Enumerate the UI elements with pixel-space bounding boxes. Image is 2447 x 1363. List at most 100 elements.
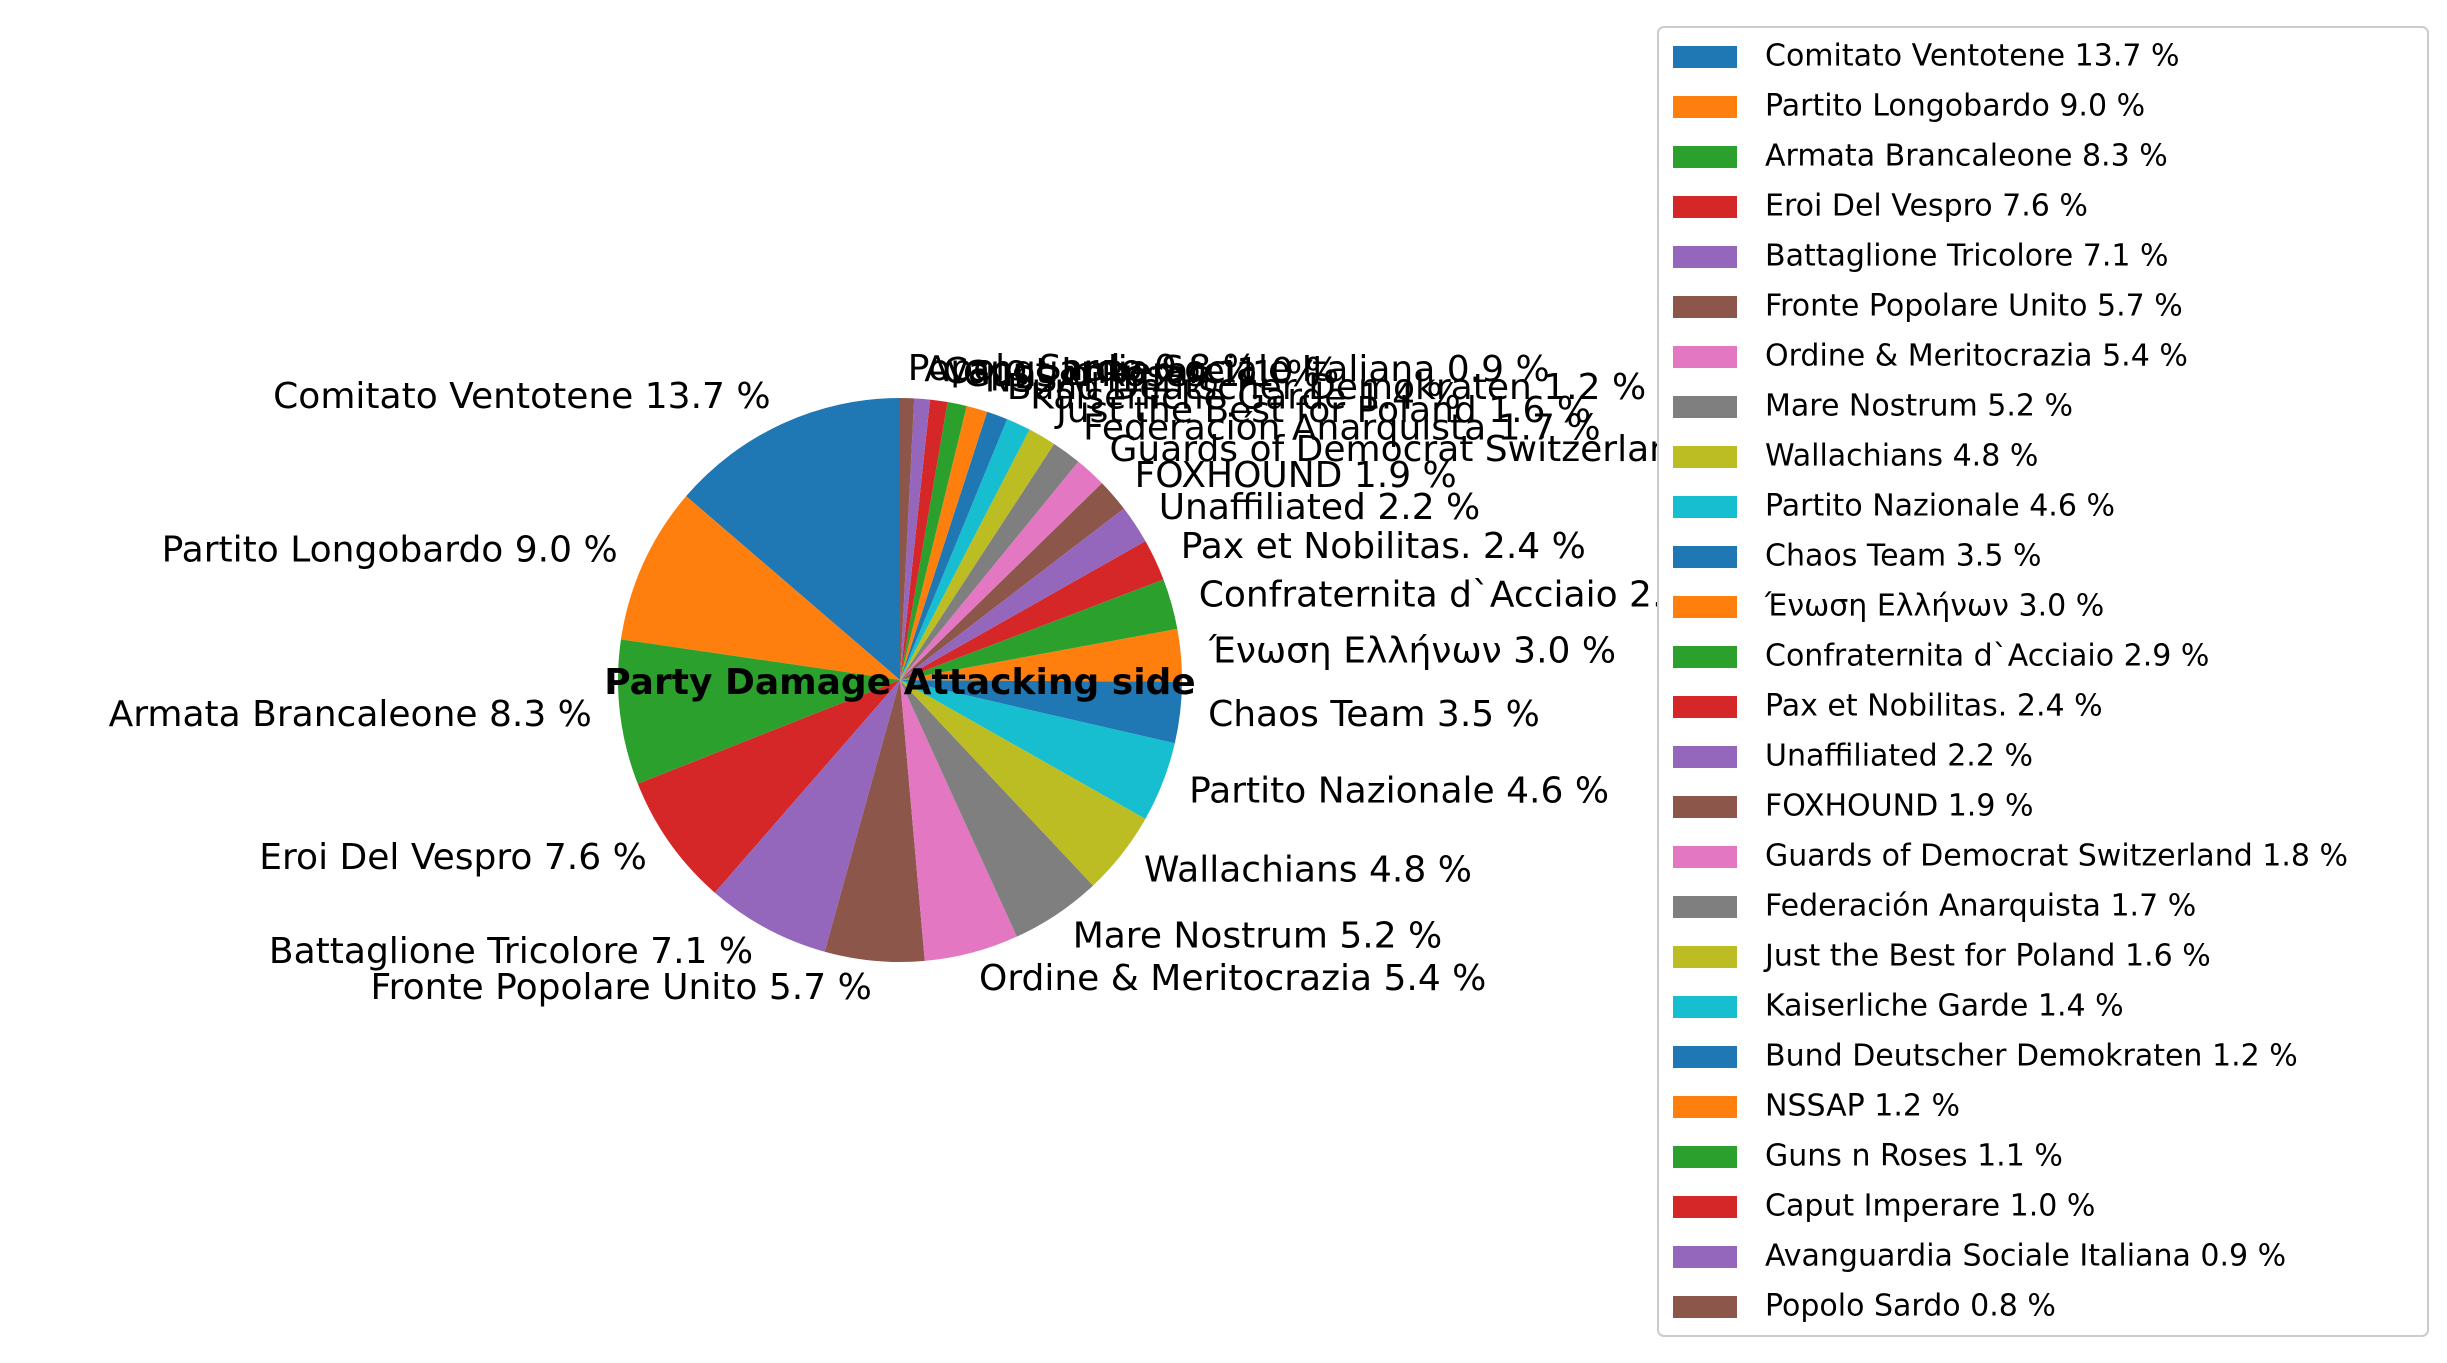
pie-slice-8 bbox=[900, 680, 1146, 886]
slice-label-8: Wallachians 4.8 % bbox=[1144, 850, 1472, 891]
chart-title: Party Damage Attacking side bbox=[604, 662, 1195, 703]
legend-swatch-6 bbox=[1673, 346, 1737, 368]
slice-label-19: Kaiserliche Garde 1.4 % bbox=[1030, 377, 1460, 418]
pie-slice-21 bbox=[900, 406, 988, 680]
legend-swatch-11 bbox=[1673, 596, 1737, 618]
pie-slice-7 bbox=[900, 680, 1094, 937]
pie-slice-11 bbox=[900, 628, 1182, 682]
legend-swatch-22 bbox=[1673, 1146, 1737, 1168]
slice-label-6: Ordine & Meritocrazia 5.4 % bbox=[979, 958, 1486, 999]
pie-slice-12 bbox=[900, 579, 1178, 680]
pie-slice-5 bbox=[824, 680, 925, 963]
pie-slice-25 bbox=[900, 398, 915, 680]
legend-label-3: Eroi Del Vespro 7.6 % bbox=[1765, 189, 2088, 224]
slice-label-24: Avanguardia Sociale Italiana 0.9 % bbox=[924, 349, 1549, 390]
legend-swatch-13 bbox=[1673, 696, 1737, 718]
pie-slice-19 bbox=[900, 419, 1030, 680]
slice-label-21: NSSAP 1.2 % bbox=[985, 360, 1219, 401]
pie-slice-24 bbox=[900, 398, 931, 680]
pie-slice-0 bbox=[686, 398, 900, 680]
slice-label-10: Chaos Team 3.5 % bbox=[1208, 694, 1540, 735]
slice-labels: Comitato Ventotene 13.7 % Partito Longoba… bbox=[109, 348, 1810, 1008]
legend-swatch-18 bbox=[1673, 946, 1737, 968]
slice-label-5: Fronte Popolare Unito 5.7 % bbox=[371, 967, 872, 1008]
legend-label-22: Guns n Roses 1.1 % bbox=[1765, 1139, 2063, 1174]
pie-slice-13 bbox=[900, 541, 1164, 680]
pie-slice-4 bbox=[714, 680, 900, 952]
legend-label-0: Comitato Ventotene 13.7 % bbox=[1765, 39, 2180, 74]
slice-label-4: Battaglione Tricolore 7.1 % bbox=[269, 931, 753, 972]
legend-swatch-21 bbox=[1673, 1096, 1737, 1118]
legend-label-14: Unaffiliated 2.2 % bbox=[1765, 739, 2033, 774]
pie-slice-2 bbox=[617, 639, 900, 784]
legend-swatch-0 bbox=[1673, 46, 1737, 68]
legend-label-10: Chaos Team 3.5 % bbox=[1765, 539, 2041, 574]
pie-slice-3 bbox=[637, 680, 900, 893]
slice-label-23: Caput Imperare 1.0 % bbox=[943, 351, 1339, 392]
legend-label-18: Just the Best for Poland 1.6 % bbox=[1763, 939, 2211, 974]
legend-swatch-10 bbox=[1673, 546, 1737, 568]
legend-label-2: Armata Brancaleone 8.3 % bbox=[1765, 139, 2168, 174]
pie-slice-22 bbox=[900, 402, 967, 680]
legend-label-17: Federación Anarquista 1.7 % bbox=[1765, 889, 2196, 924]
legend-label-23: Caput Imperare 1.0 % bbox=[1765, 1189, 2095, 1224]
legend-label-9: Partito Nazionale 4.6 % bbox=[1765, 489, 2115, 524]
legend-label-16: Guards of Democrat Switzerland 1.8 % bbox=[1765, 839, 2348, 874]
pie-slice-6 bbox=[900, 680, 1017, 961]
legend-label-25: Popolo Sardo 0.8 % bbox=[1765, 1289, 2056, 1324]
slice-label-3: Eroi Del Vespro 7.6 % bbox=[259, 837, 647, 878]
slice-label-20: Bund Deutscher Demokraten 1.2 % bbox=[1007, 367, 1646, 408]
legend-swatch-23 bbox=[1673, 1196, 1737, 1218]
legend-swatch-19 bbox=[1673, 996, 1737, 1018]
legend-swatch-4 bbox=[1673, 246, 1737, 268]
slice-label-18: Just the Best for Poland 1.6 % bbox=[1054, 390, 1591, 431]
legend-label-8: Wallachians 4.8 % bbox=[1765, 439, 2038, 474]
legend-swatch-20 bbox=[1673, 1046, 1737, 1068]
legend-label-21: NSSAP 1.2 % bbox=[1765, 1089, 1960, 1124]
legend-label-12: Confraternita d`Acciaio 2.9 % bbox=[1765, 639, 2209, 674]
legend-label-13: Pax et Nobilitas. 2.4 % bbox=[1765, 689, 2103, 724]
legend-label-19: Kaiserliche Garde 1.4 % bbox=[1765, 989, 2124, 1024]
legend-label-20: Bund Deutscher Demokraten 1.2 % bbox=[1765, 1039, 2298, 1074]
legend-swatch-5 bbox=[1673, 296, 1737, 318]
legend-swatch-3 bbox=[1673, 196, 1737, 218]
legend-label-6: Ordine & Meritocrazia 5.4 % bbox=[1765, 339, 2188, 374]
legend-swatch-25 bbox=[1673, 1296, 1737, 1318]
slice-label-15: FOXHOUND 1.9 % bbox=[1135, 455, 1457, 496]
legend-swatch-1 bbox=[1673, 96, 1737, 118]
legend-swatch-17 bbox=[1673, 896, 1737, 918]
pie-slice-9 bbox=[900, 680, 1175, 819]
pie-slice-17 bbox=[900, 443, 1079, 680]
slice-label-17: Federación Anarquista 1.7 % bbox=[1083, 408, 1600, 449]
slice-label-9: Partito Nazionale 4.6 % bbox=[1189, 770, 1609, 811]
slice-label-2: Armata Brancaleone 8.3 % bbox=[109, 694, 592, 735]
legend-swatch-14 bbox=[1673, 746, 1737, 768]
slice-label-1: Partito Longobardo 9.0 % bbox=[162, 530, 618, 571]
pie-slice-1 bbox=[620, 496, 900, 680]
slice-label-25: Popolo Sardo 0.8 % bbox=[908, 348, 1257, 389]
legend-label-1: Partito Longobardo 9.0 % bbox=[1765, 89, 2145, 124]
legend-label-24: Avanguardia Sociale Italiana 0.9 % bbox=[1765, 1239, 2286, 1274]
slice-label-11: Ένωση Ελλήνων 3.0 % bbox=[1208, 631, 1616, 672]
legend-swatch-24 bbox=[1673, 1246, 1737, 1268]
pie-slice-10 bbox=[900, 680, 1182, 744]
legend-swatch-15 bbox=[1673, 796, 1737, 818]
slice-label-0: Comitato Ventotene 13.7 % bbox=[273, 376, 770, 417]
legend-swatch-16 bbox=[1673, 846, 1737, 868]
legend-label-5: Fronte Popolare Unito 5.7 % bbox=[1765, 289, 2183, 324]
legend-label-7: Mare Nostrum 5.2 % bbox=[1765, 389, 2073, 424]
pie-slices bbox=[617, 398, 1182, 963]
legend: Comitato Ventotene 13.7 % Partito Longoba… bbox=[1657, 26, 2429, 1337]
pie-slice-14 bbox=[900, 508, 1146, 680]
legend-label-15: FOXHOUND 1.9 % bbox=[1765, 789, 2033, 824]
legend-swatch-2 bbox=[1673, 146, 1737, 168]
pie-slice-16 bbox=[900, 461, 1102, 680]
legend-swatch-9 bbox=[1673, 496, 1737, 518]
slice-label-7: Mare Nostrum 5.2 % bbox=[1073, 916, 1443, 957]
legend-swatch-7 bbox=[1673, 396, 1737, 418]
slice-label-12: Confraternita d`Acciaio 2.9 % bbox=[1199, 574, 1732, 615]
legend-label-11: Ένωση Ελλήνων 3.0 % bbox=[1764, 589, 2104, 624]
legend-frame bbox=[1657, 26, 2429, 1337]
slice-label-13: Pax et Nobilitas. 2.4 % bbox=[1181, 526, 1586, 567]
